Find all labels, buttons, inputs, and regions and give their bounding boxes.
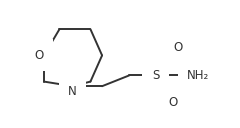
Text: N: N xyxy=(68,85,77,98)
Text: O: O xyxy=(34,49,43,62)
Text: O: O xyxy=(173,41,183,54)
Text: NH₂: NH₂ xyxy=(187,69,210,82)
Text: S: S xyxy=(152,69,159,82)
Text: O: O xyxy=(169,96,178,109)
